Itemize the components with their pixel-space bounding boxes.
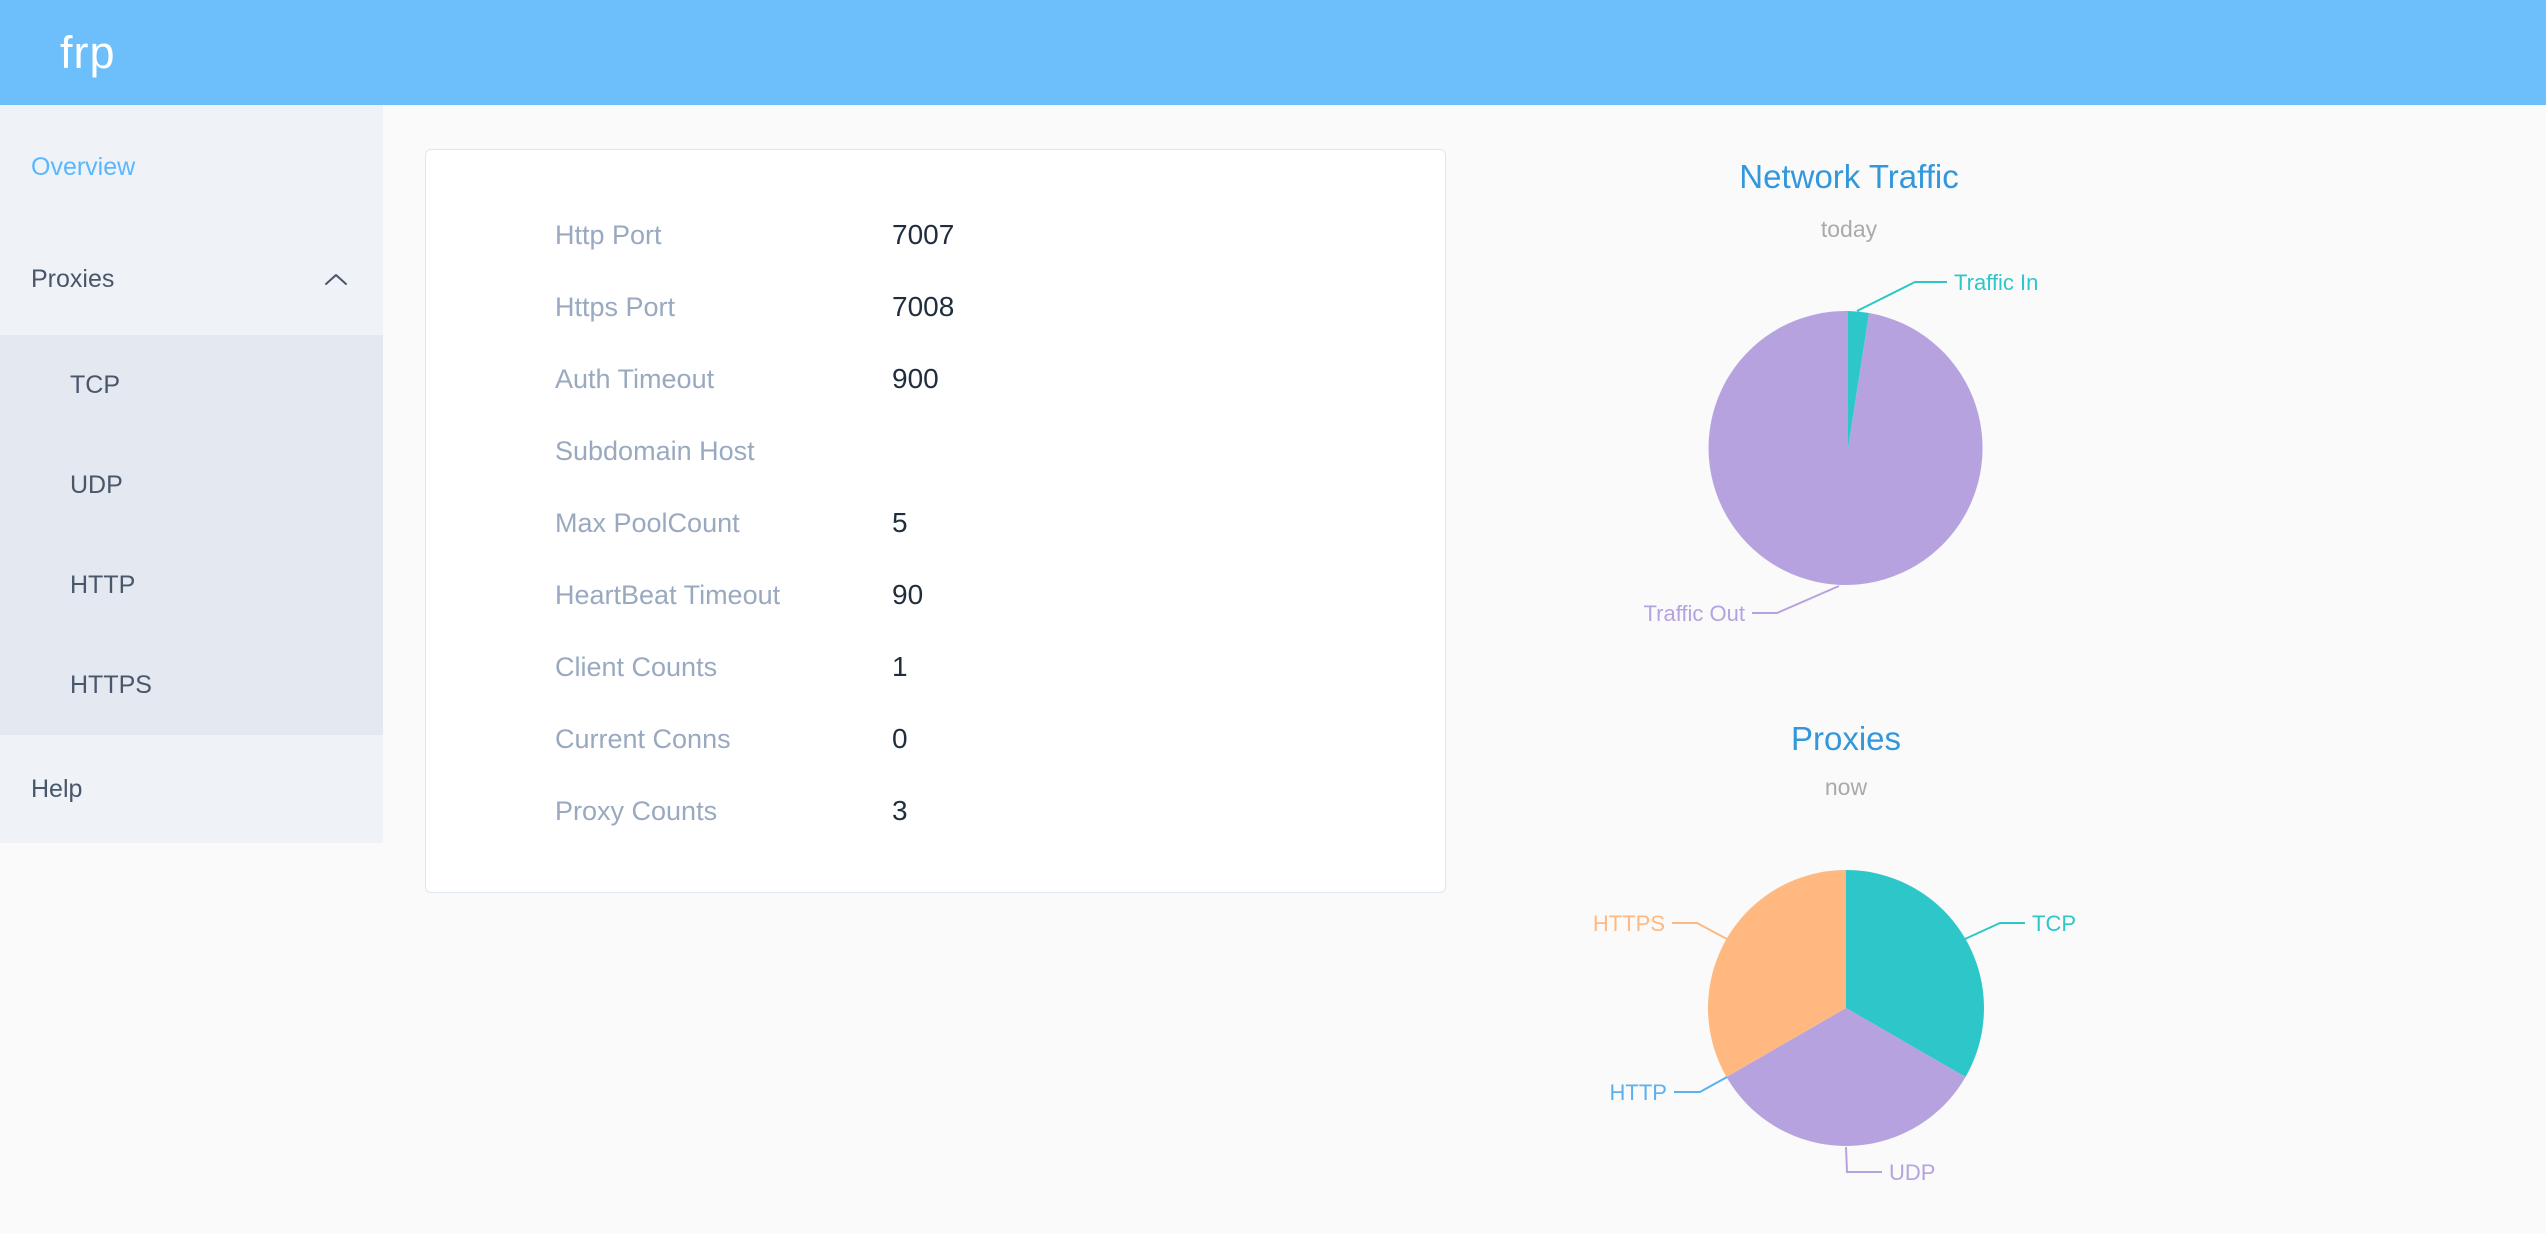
info-row-subdomain-host: Subdomain Host [426, 415, 1445, 487]
sidebar-item-label: HTTP [70, 571, 136, 599]
sidebar-item-udp[interactable]: UDP [0, 435, 383, 535]
app-logo: frp [60, 27, 116, 78]
leader-line-traffic-in [1856, 281, 1947, 312]
info-label: Https Port [555, 291, 676, 322]
chart-title: Network Traffic [1739, 158, 1958, 195]
info-label: Proxy Counts [555, 795, 718, 826]
info-value: 7007 [892, 219, 955, 250]
sidebar-item-label: UDP [70, 471, 123, 499]
info-value: 0 [892, 723, 908, 754]
pie-label-traffic-in: Traffic In [1954, 270, 2038, 295]
proxies-pie-chart: Proxies now TCP HTTPS HTTP UDP [1593, 720, 2076, 1185]
chart-subtitle: now [1825, 774, 1868, 800]
info-label: Subdomain Host [555, 435, 755, 466]
pie-slice-tcp[interactable] [1846, 870, 1984, 1077]
info-row-current-conns: Current Conns 0 [426, 703, 1445, 775]
sidebar-item-label: TCP [70, 371, 120, 399]
info-label: Client Counts [555, 651, 718, 682]
sidebar-item-help[interactable]: Help [0, 735, 383, 843]
pie-slice-udp[interactable] [1726, 1008, 1966, 1146]
leader-line-http [1674, 1076, 1728, 1093]
sidebar-item-label: HTTPS [70, 671, 152, 699]
info-row-http-port: Http Port 7007 [426, 199, 1445, 271]
sidebar-item-overview[interactable]: Overview [0, 111, 383, 223]
info-value: 7008 [892, 291, 955, 322]
sidebar-item-tcp[interactable]: TCP [0, 335, 383, 435]
leader-line-tcp [1964, 922, 2025, 940]
pie-label-udp: UDP [1889, 1160, 1935, 1185]
info-label: Max PoolCount [555, 507, 740, 538]
info-value: 90 [892, 579, 924, 610]
info-value: 3 [892, 795, 908, 826]
leader-line-udp [1845, 1146, 1882, 1173]
sidebar-item-label: Overview [31, 153, 136, 181]
info-row-max-poolcount: Max PoolCount 5 [426, 487, 1445, 559]
chart-title: Proxies [1791, 720, 1901, 757]
info-row-https-port: Https Port 7008 [426, 271, 1445, 343]
leader-line-traffic-out [1752, 585, 1840, 614]
app-header: frp [0, 0, 2546, 105]
info-row-client-counts: Client Counts 1 [426, 631, 1445, 703]
info-row-auth-timeout: Auth Timeout 900 [426, 343, 1445, 415]
sidebar-item-label: Help [31, 775, 83, 803]
sidebar-item-proxies[interactable]: Proxies [0, 223, 383, 335]
info-label: HeartBeat Timeout [555, 579, 781, 610]
chart-subtitle: today [1821, 216, 1878, 242]
info-value: 900 [892, 363, 939, 394]
info-label: Current Conns [555, 723, 731, 754]
proxies-submenu: TCP UDP HTTP HTTPS [0, 335, 383, 735]
pie-slice-traffic-in[interactable] [1848, 311, 1869, 448]
network-traffic-pie-chart: Network Traffic today Traffic In Traffic… [1644, 158, 2039, 626]
chevron-up-icon [325, 274, 347, 285]
info-row-proxy-counts: Proxy Counts 3 [426, 775, 1445, 847]
pie-slice-traffic-out[interactable] [1708, 310, 1983, 585]
pie-slice-https[interactable] [1708, 870, 1846, 1077]
server-info-card: Http Port 7007 Https Port 7008 Auth Time… [425, 149, 1446, 893]
leader-line-https [1672, 922, 1728, 940]
pie-label-tcp: TCP [2032, 911, 2076, 936]
pie-label-traffic-out: Traffic Out [1644, 601, 1745, 626]
info-label: Auth Timeout [555, 363, 715, 394]
info-value: 5 [892, 507, 908, 538]
pie-label-https: HTTPS [1593, 911, 1665, 936]
info-value: 1 [892, 651, 908, 682]
sidebar-item-http[interactable]: HTTP [0, 535, 383, 635]
pie-label-http: HTTP [1610, 1080, 1667, 1105]
sidebar-item-label: Proxies [31, 265, 115, 293]
sidebar-menu: Overview Proxies TCP UDP HTTP HTTPS Help [0, 105, 383, 843]
info-row-heartbeat-timeout: HeartBeat Timeout 90 [426, 559, 1445, 631]
sidebar-item-https[interactable]: HTTPS [0, 635, 383, 735]
info-label: Http Port [555, 219, 662, 250]
